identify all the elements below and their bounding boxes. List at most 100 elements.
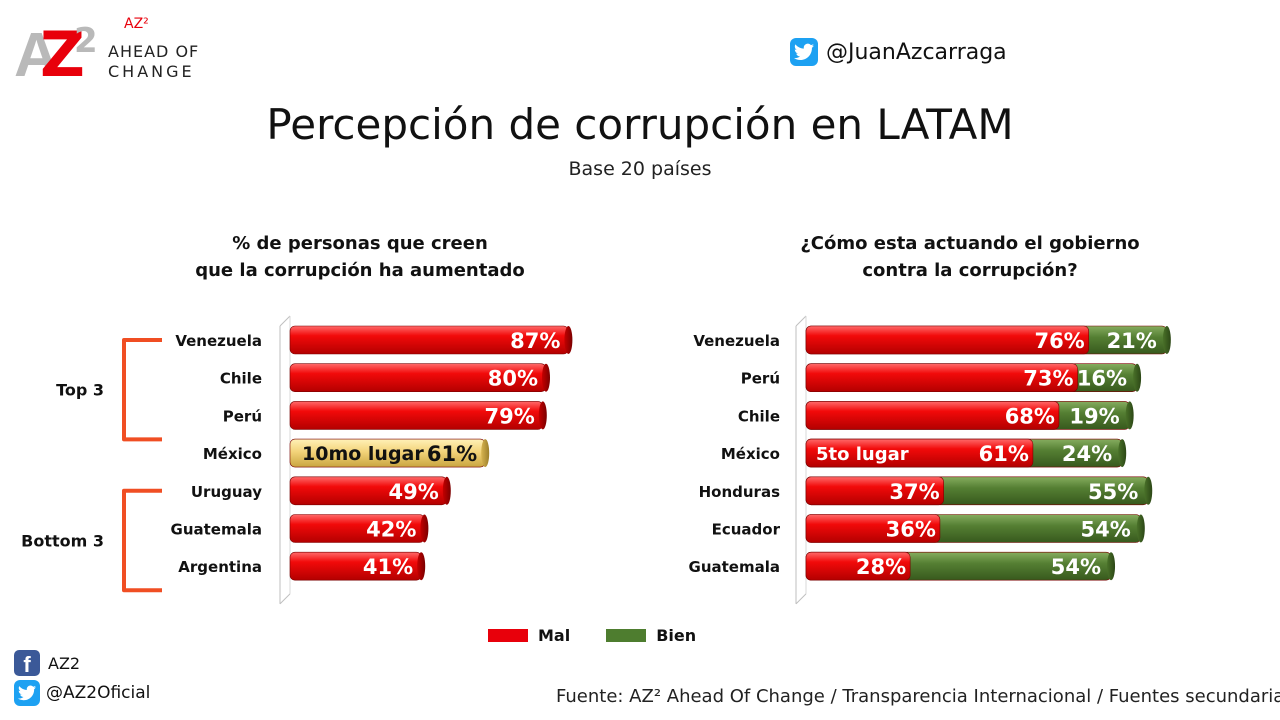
left-bar-uruguay-cap: [442, 476, 451, 505]
right-value-mal-venezuela: 76%: [1034, 329, 1084, 353]
left-chart-title-line2: que la corrupción ha aumentado: [195, 260, 525, 281]
left-bar-guatemala-cap: [420, 514, 429, 543]
right-category-guatemala: Guatemala: [689, 558, 780, 576]
left-bar-venezuela-cap: [564, 326, 573, 354]
right-chart-axis-bottom: [795, 593, 807, 605]
left-chart-axis-bottom: [279, 593, 291, 605]
right-bar-bien-chile-cap: [1125, 401, 1134, 430]
right-category-mexico: México: [721, 445, 780, 463]
brand-line2: CHANGE: [108, 62, 195, 81]
twitter-icon: [14, 680, 40, 706]
right-bar-mal-venezuela: [805, 325, 1090, 355]
right-category-venezuela: Venezuela: [693, 332, 780, 350]
footer-twitter[interactable]: @AZ2Oficial: [14, 680, 150, 706]
footer-facebook[interactable]: f AZ2: [14, 650, 80, 676]
right-bar-bien-peru-cap: [1133, 363, 1142, 392]
right-value-bien-peru: 16%: [1077, 367, 1127, 391]
twitter-footer-label: @AZ2Oficial: [46, 683, 151, 703]
page-title: Percepción de corrupción en LATAM: [266, 100, 1014, 149]
right-value-mal-mexico: 61%: [979, 442, 1029, 466]
right-chart-axis-top: [795, 315, 807, 327]
right-chart-title: ¿Cómo esta actuando el gobierno contra l…: [760, 230, 1180, 284]
right-category-peru: Perú: [741, 370, 780, 388]
brand-superscript-name: AZ²: [124, 16, 149, 32]
right-bar-bien-venezuela-cap: [1162, 326, 1171, 354]
left-category-peru: Perú: [223, 407, 262, 425]
group-label-bottom-3: Bottom 3: [21, 532, 104, 551]
right-bar-bien-guatemala-cap: [1107, 552, 1116, 581]
right-bar-mal-guatemala: [805, 551, 911, 581]
svg-text:Z: Z: [40, 18, 85, 84]
right-value-bien-chile: 19%: [1069, 404, 1119, 428]
svg-text:A: A: [14, 21, 59, 84]
left-category-argentina: Argentina: [178, 558, 262, 576]
right-category-chile: Chile: [738, 407, 780, 425]
right-chart-title-line2: contra la corrupción?: [862, 260, 1078, 281]
left-category-chile: Chile: [220, 370, 262, 388]
facebook-icon: f: [14, 650, 40, 676]
right-bar-mal-ecuador: [805, 514, 941, 543]
group-bracket-bottom-3: [122, 488, 162, 593]
right-bar-mal-honduras: [805, 476, 944, 506]
left-value-label-peru: 79%: [485, 404, 535, 428]
legend-label-mal: Mal: [538, 626, 571, 645]
left-bar-mexico-cap: [481, 439, 490, 468]
left-value-label-mexico: 61%: [427, 442, 477, 466]
left-bar-peru-cap: [538, 401, 547, 430]
left-chart-axis-top: [279, 315, 291, 327]
right-value-mal-guatemala: 28%: [856, 555, 906, 579]
group-bracket-top-3: [122, 338, 162, 442]
right-chart-title-line1: ¿Cómo esta actuando el gobierno: [800, 233, 1140, 254]
right-value-mal-chile: 68%: [1005, 404, 1055, 428]
az2-logo-mark: A Z 2: [14, 18, 98, 91]
left-chart: Venezuela 87% Chile 80% Perú 79% México 61%10mo…: [21, 315, 573, 605]
left-value-label-venezuela: 87%: [510, 329, 560, 353]
right-category-ecuador: Ecuador: [712, 521, 781, 539]
legend-swatch-mal: [488, 629, 528, 642]
source-note: Fuente: AZ² Ahead Of Change / Transparen…: [556, 686, 1280, 707]
left-value-label-chile: 80%: [488, 367, 538, 391]
header-twitter[interactable]: @JuanAzcarraga: [790, 38, 1007, 66]
right-value-bien-honduras: 55%: [1088, 480, 1138, 504]
twitter-handle: @JuanAzcarraga: [826, 39, 1007, 65]
svg-text:2: 2: [74, 21, 98, 61]
right-value-bien-guatemala: 54%: [1051, 555, 1101, 579]
facebook-label: AZ2: [48, 653, 81, 673]
left-value-label-argentina: 41%: [363, 555, 413, 579]
twitter-icon: [790, 38, 818, 66]
page-subtitle: Base 20 países: [568, 158, 712, 180]
legend-item-bien: Bien: [606, 626, 696, 645]
right-value-mal-ecuador: 36%: [886, 518, 936, 542]
right-bar-mal-chile: [805, 401, 1060, 430]
right-bar-bien-honduras-cap: [1144, 476, 1153, 505]
left-chart-title: % de personas que creen que la corrupció…: [160, 230, 560, 284]
right-value-bien-venezuela: 21%: [1107, 329, 1157, 353]
left-chart-title-line1: % de personas que creen: [232, 233, 488, 254]
right-bar-bien-ecuador-cap: [1136, 514, 1145, 543]
right-chart: Venezuela 76% 21% Perú 73% 16% Chile 68% 19% Méxi…: [689, 315, 1171, 605]
right-category-honduras: Honduras: [699, 483, 780, 501]
right-value-bien-mexico: 24%: [1062, 442, 1112, 466]
right-value-bien-ecuador: 54%: [1081, 518, 1131, 542]
chart-legend: Mal Bien: [488, 626, 696, 645]
left-category-mexico: México: [203, 445, 262, 463]
left-category-guatemala: Guatemala: [171, 521, 262, 539]
right-value-mal-peru: 73%: [1023, 367, 1073, 391]
right-bar-mal-mexico: [805, 438, 1034, 468]
left-bar-argentina-cap: [417, 552, 426, 581]
left-annotation-mexico: 10mo lugar: [302, 443, 424, 465]
legend-label-bien: Bien: [656, 626, 697, 645]
left-value-label-uruguay: 49%: [389, 480, 439, 504]
right-value-mal-honduras: 37%: [889, 480, 939, 504]
legend-item-mal: Mal: [488, 626, 594, 645]
left-value-label-guatemala: 42%: [366, 518, 416, 542]
brand-line1: AHEAD OF: [108, 42, 200, 61]
right-bar-mal-peru: [805, 363, 1078, 393]
left-category-venezuela: Venezuela: [175, 332, 262, 350]
group-label-top-3: Top 3: [56, 381, 104, 400]
legend-swatch-bien: [606, 629, 647, 642]
right-annotation-mexico: 5to lugar: [816, 444, 909, 465]
right-bar-bien-mexico-cap: [1118, 439, 1127, 468]
left-category-uruguay: Uruguay: [191, 483, 262, 501]
